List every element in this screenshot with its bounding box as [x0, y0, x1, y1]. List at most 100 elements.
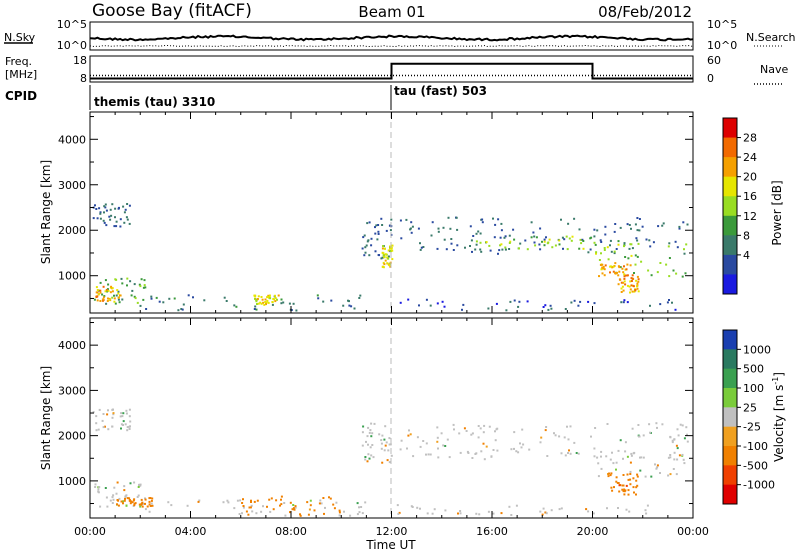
power-point — [612, 265, 615, 268]
velocity-point — [98, 486, 101, 489]
velocity-point — [112, 498, 115, 501]
power-point — [114, 278, 117, 281]
power-point — [620, 291, 623, 293]
velocity-point — [440, 432, 443, 435]
power-point — [619, 266, 622, 269]
power-point — [636, 229, 639, 232]
velocity-point — [568, 449, 570, 452]
power-point — [225, 300, 228, 302]
velocity-axes: 1000 2000 3000 4000 — [58, 318, 694, 518]
velocity-point — [411, 506, 414, 508]
velocity-point — [238, 513, 241, 515]
noise-panel-frame — [89, 21, 694, 51]
power-point — [582, 247, 585, 250]
power-point — [370, 244, 373, 247]
power-point — [456, 244, 459, 247]
velocity-label-sup: -1 — [771, 377, 780, 385]
power-point — [589, 248, 592, 251]
velocity-point — [560, 507, 563, 510]
power-point — [538, 243, 541, 246]
power-point — [104, 290, 107, 293]
power-point — [610, 250, 613, 253]
velocity-colorbar-swatches — [723, 330, 737, 505]
power-point — [99, 289, 102, 292]
power-point — [126, 277, 129, 280]
power-point — [594, 243, 597, 246]
velocity-point — [289, 511, 291, 514]
power-point — [614, 262, 617, 265]
power-point — [382, 245, 384, 248]
velocity-point — [222, 501, 225, 504]
power-point — [235, 305, 238, 308]
power-point — [391, 249, 394, 252]
power-point — [129, 280, 132, 283]
power-point — [381, 247, 384, 250]
velocity-point — [633, 491, 635, 494]
velocity-point — [144, 497, 146, 500]
power-point — [399, 219, 402, 222]
power-point — [497, 218, 500, 221]
power-point — [430, 234, 433, 237]
power-point — [665, 263, 668, 266]
velocity-point — [144, 508, 147, 511]
power-point — [602, 267, 605, 270]
power-point — [111, 203, 114, 206]
velocity-point — [133, 481, 136, 484]
velocity-point — [126, 429, 129, 432]
power-point — [105, 224, 108, 227]
velocity-point — [358, 506, 360, 509]
power-point — [566, 248, 569, 251]
power-point — [667, 245, 670, 248]
power-point — [386, 262, 389, 265]
power-point — [254, 294, 257, 297]
power-colorbar-tick-label: 4 — [743, 249, 750, 262]
velocity-point — [608, 472, 611, 475]
power-point — [119, 218, 122, 221]
power-point — [648, 239, 651, 242]
power-colorbar-swatch — [723, 254, 737, 275]
power-point — [524, 239, 527, 242]
power-point — [187, 294, 190, 297]
power-point — [99, 281, 102, 284]
velocity-point — [471, 432, 474, 435]
power-point — [573, 217, 576, 220]
power-point — [657, 225, 660, 228]
velocity-point — [148, 500, 151, 503]
velocity-point — [338, 511, 341, 514]
power-point — [422, 246, 425, 248]
power-point — [620, 301, 623, 304]
freq-panel-frame — [89, 55, 694, 83]
power-point — [104, 279, 107, 282]
velocity-point — [367, 426, 370, 429]
velocity-point — [241, 502, 244, 504]
power-point — [113, 300, 116, 303]
power-point — [382, 266, 385, 269]
power-point — [140, 278, 143, 281]
velocity-point — [343, 510, 345, 513]
power-point — [474, 248, 477, 251]
velocity-point — [106, 505, 109, 508]
velocity-point — [338, 514, 341, 517]
power-point — [509, 300, 512, 303]
power-point — [623, 299, 626, 302]
velocity-point — [227, 501, 230, 504]
velocity-point — [116, 499, 119, 501]
velocity-colorbar-swatch — [723, 368, 737, 389]
velocity-point — [97, 491, 100, 494]
velocity-point — [513, 447, 515, 450]
power-point — [95, 286, 98, 289]
velocity-point — [381, 461, 384, 464]
power-point — [267, 294, 270, 297]
nsky-line — [89, 34, 694, 42]
velocity-point — [627, 478, 630, 481]
velocity-point — [675, 444, 678, 447]
power-point — [387, 255, 390, 258]
velocity-point — [683, 462, 686, 465]
power-point — [637, 290, 640, 293]
power-point — [485, 241, 488, 244]
power-point — [629, 280, 632, 283]
velocity-point — [677, 434, 680, 437]
velocity-point — [678, 454, 681, 457]
velocity-colorbar-swatch — [723, 426, 737, 447]
velocity-point — [366, 435, 369, 438]
